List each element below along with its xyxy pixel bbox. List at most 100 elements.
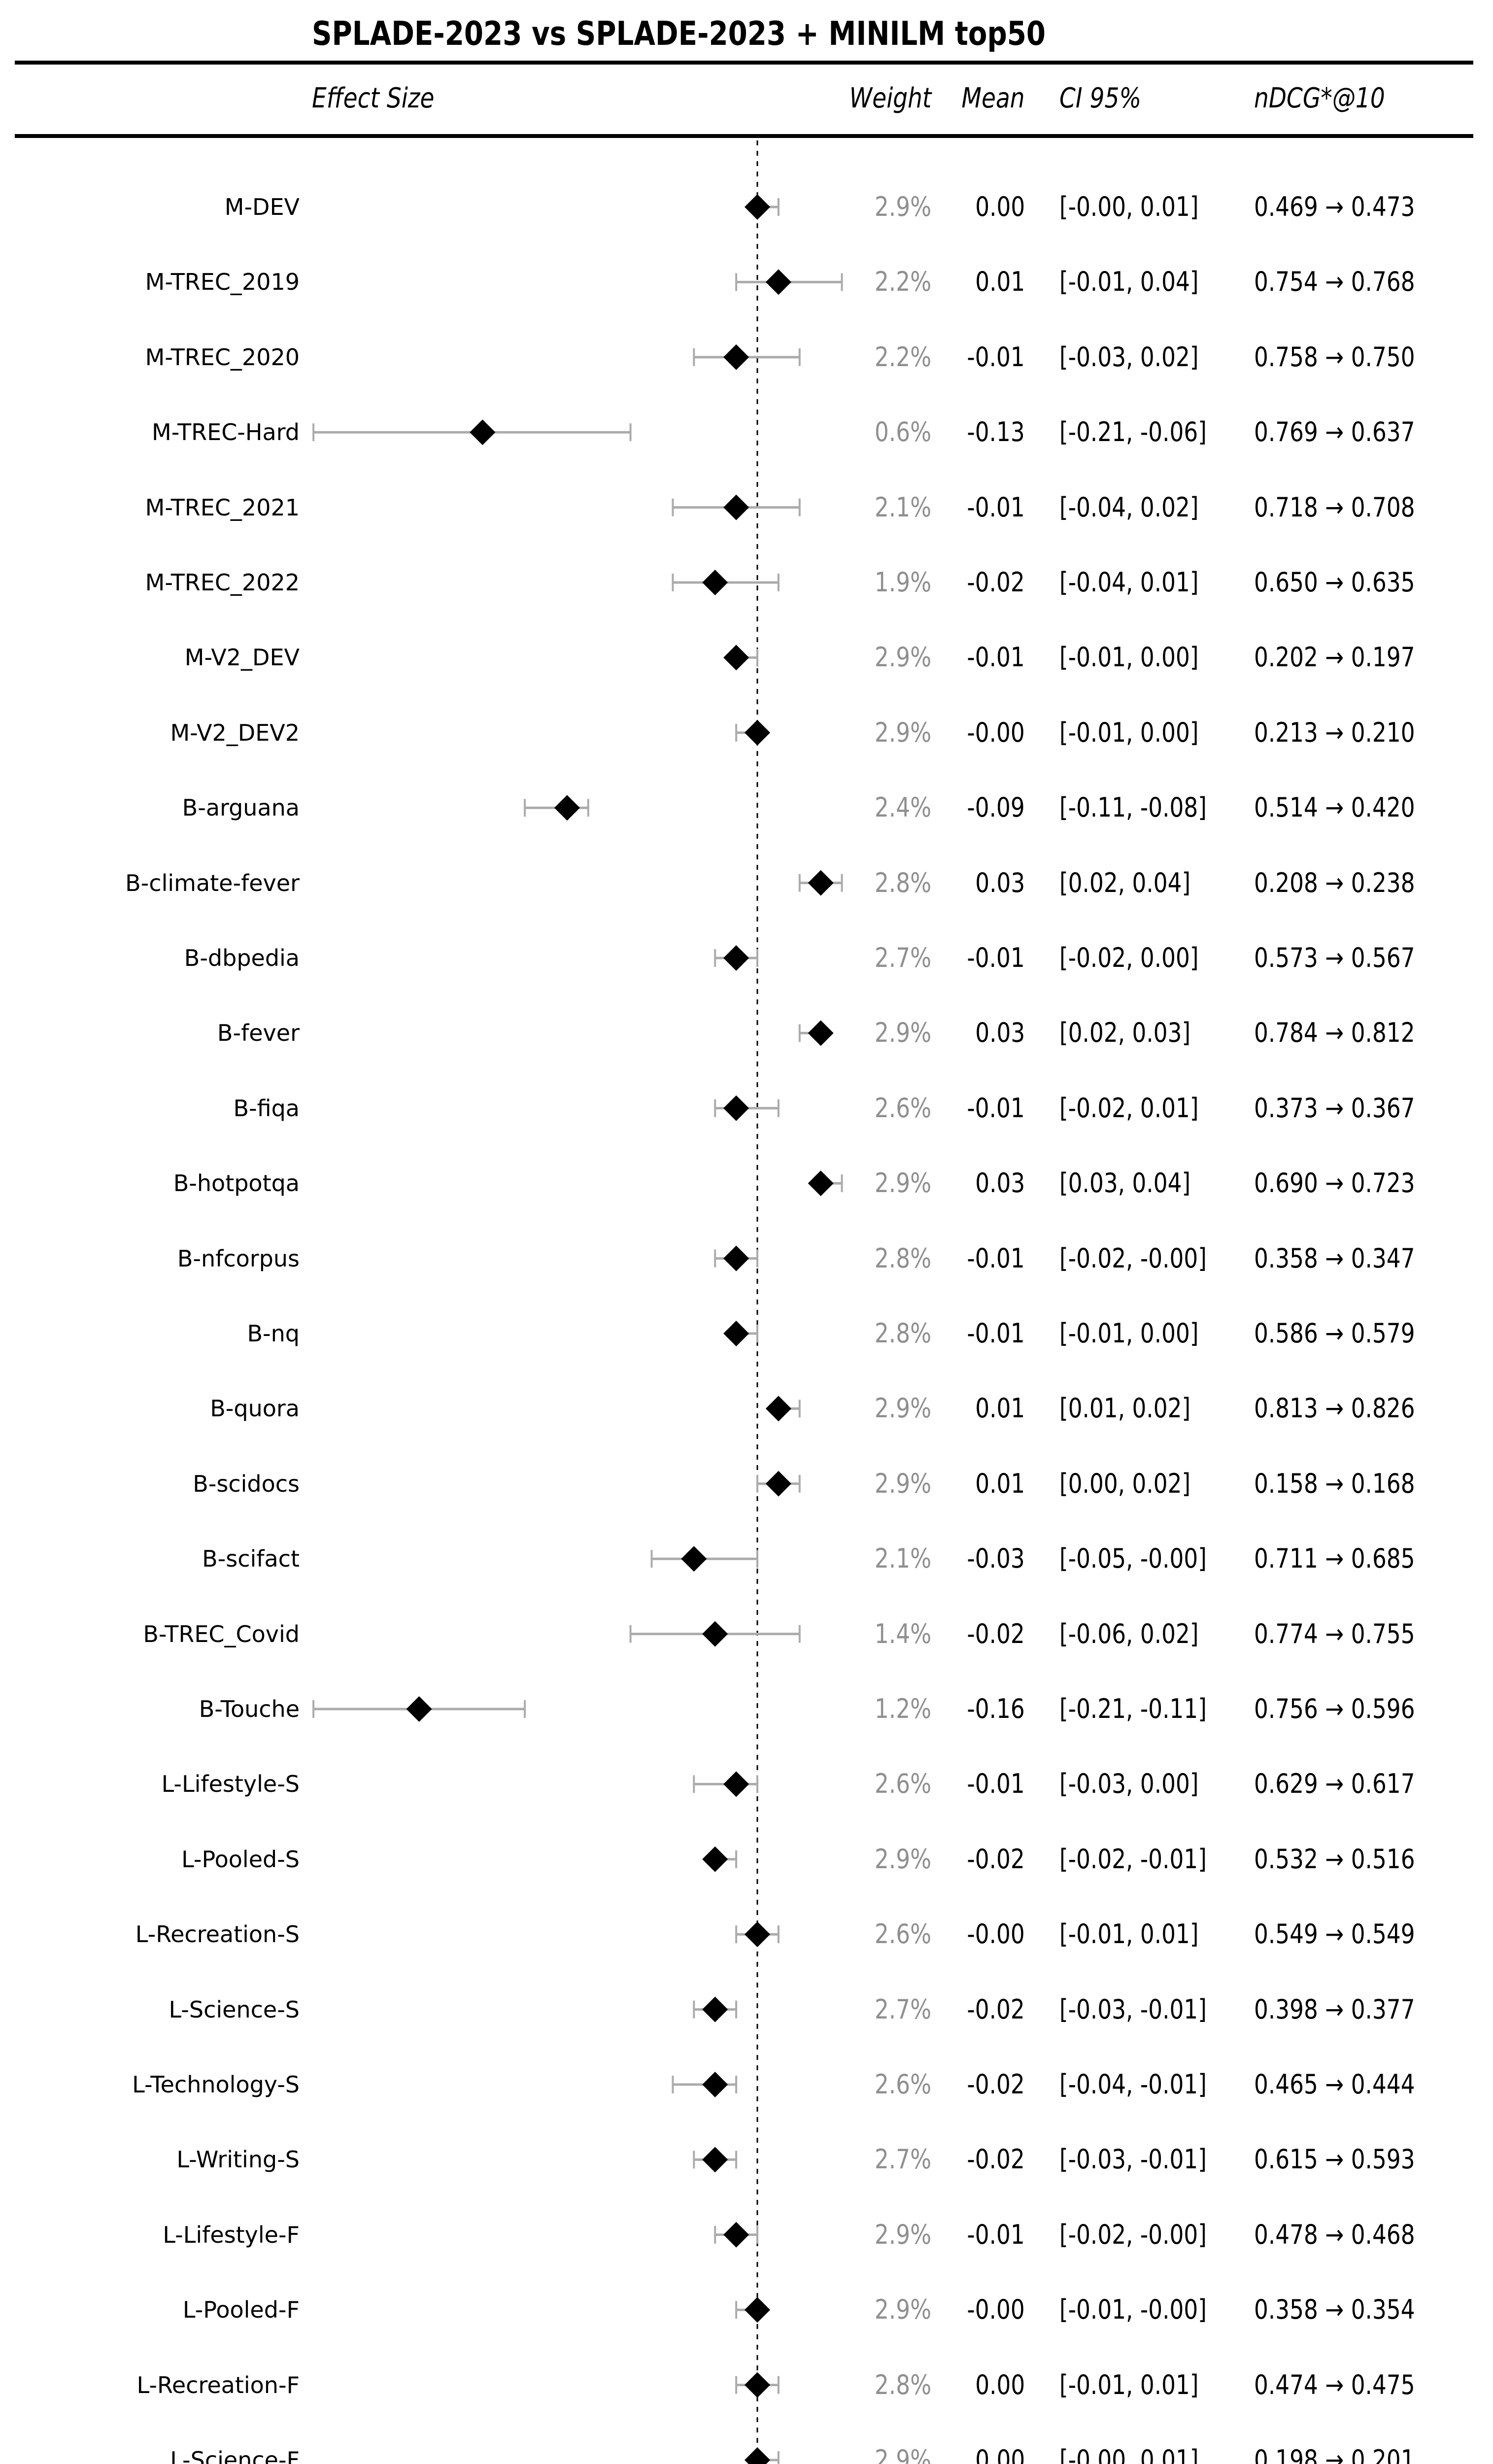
mean-value: -0.01 (967, 642, 1025, 673)
mean-value: -0.01 (967, 341, 1025, 373)
dataset-label: B-scidocs (193, 1470, 300, 1497)
ndcg-value: 0.469 → 0.473 (1254, 191, 1415, 222)
dataset-label: B-climate-fever (125, 869, 300, 896)
dataset-label: M-TREC_2019 (145, 269, 300, 296)
mean-value: -0.00 (967, 1918, 1025, 1950)
mean-value: 0.03 (975, 1167, 1025, 1199)
mean-value: -0.02 (967, 2144, 1025, 2175)
ndcg-value: 0.202 → 0.197 (1254, 642, 1415, 673)
mean-diamond (808, 1170, 834, 1197)
weight-value: 2.6% (874, 2069, 931, 2100)
weight-value: 1.9% (874, 567, 931, 598)
mean-value: -0.03 (967, 1543, 1025, 1574)
mean-value: 0.01 (975, 266, 1025, 298)
forest-row: M-TREC_2021 2.1% -0.01 [-0.04, 0.02] 0.718 →… (0, 490, 1493, 525)
column-header-weight: Weight (849, 82, 931, 114)
ndcg-value: 0.478 → 0.468 (1254, 2219, 1415, 2250)
ci-value: [-0.04, 0.02] (1059, 491, 1199, 523)
weight-value: 2.7% (874, 942, 931, 973)
weight-value: 2.6% (874, 1092, 931, 1124)
ndcg-value: 0.358 → 0.347 (1254, 1242, 1415, 1274)
rule-top (15, 61, 1473, 65)
weight-value: 2.9% (874, 1393, 931, 1424)
page-title: SPLADE-2023 vs SPLADE-2023 + MINILM top5… (312, 14, 1046, 53)
weight-value: 2.2% (874, 266, 931, 298)
ci-value: [-0.02, 0.01] (1059, 1092, 1199, 1124)
column-header-effect-size: Effect Size (312, 82, 435, 114)
weight-value: 2.8% (874, 2369, 931, 2400)
ndcg-value: 0.213 → 0.210 (1254, 717, 1415, 748)
ci-value: [-0.02, -0.00] (1059, 1242, 1207, 1274)
weight-value: 2.9% (874, 1017, 931, 1049)
mean-diamond (470, 419, 496, 445)
mean-value: -0.01 (967, 1092, 1025, 1124)
mean-diamond (723, 1095, 749, 1121)
ndcg-value: 0.398 → 0.377 (1254, 1993, 1415, 2025)
mean-value: -0.13 (967, 416, 1025, 448)
ndcg-value: 0.774 → 0.755 (1254, 1618, 1415, 1649)
ndcg-value: 0.514 → 0.420 (1254, 792, 1415, 823)
mean-value: -0.02 (967, 1843, 1025, 1875)
ndcg-value: 0.718 → 0.708 (1254, 491, 1415, 523)
mean-diamond (745, 2447, 770, 2464)
forest-row: L-Recreation-S 2.6% -0.00 [-0.01, 0.01] 0.54… (0, 1916, 1493, 1952)
dataset-label: B-nq (247, 1320, 300, 1347)
mean-diamond (702, 2072, 728, 2097)
ci-value: [-0.01, 0.00] (1059, 642, 1199, 673)
forest-row: M-TREC_2020 2.2% -0.01 [-0.03, 0.02] 0.758 →… (0, 340, 1493, 375)
ndcg-value: 0.754 → 0.768 (1254, 266, 1415, 298)
ndcg-value: 0.208 → 0.238 (1254, 867, 1415, 898)
dataset-label: B-TREC_Covid (143, 1620, 300, 1647)
mean-value: -0.00 (967, 717, 1025, 748)
weight-value: 2.9% (874, 1167, 931, 1199)
dataset-label: B-arguana (182, 794, 300, 821)
mean-value: -0.02 (967, 1993, 1025, 2025)
ci-value: [-0.05, -0.00] (1059, 1543, 1207, 1574)
mean-value: -0.01 (967, 1318, 1025, 1349)
ci-value: [-0.02, -0.00] (1059, 2219, 1207, 2250)
ndcg-value: 0.474 → 0.475 (1254, 2369, 1415, 2400)
ndcg-value: 0.358 → 0.354 (1254, 2294, 1415, 2326)
weight-value: 2.9% (874, 2444, 931, 2464)
ci-value: [0.02, 0.03] (1059, 1017, 1191, 1049)
dataset-label: L-Lifestyle-S (161, 1771, 300, 1798)
ndcg-value: 0.784 → 0.812 (1254, 1017, 1415, 1049)
forest-row: B-arguana 2.4% -0.09 [-0.11, -0.08] 0.514 → … (0, 790, 1493, 825)
weight-value: 2.8% (874, 867, 931, 898)
mean-diamond (723, 1771, 749, 1797)
dataset-label: L-Pooled-S (181, 1846, 300, 1873)
weight-value: 2.9% (874, 2219, 931, 2250)
ci-value: [-0.00, 0.01] (1059, 2444, 1199, 2464)
ndcg-value: 0.756 → 0.596 (1254, 1693, 1415, 1724)
ndcg-value: 0.690 → 0.723 (1254, 1167, 1415, 1199)
ndcg-value: 0.373 → 0.367 (1254, 1092, 1415, 1124)
column-header-mean: Mean (961, 82, 1025, 114)
column-header-ndcg: nDCG*@10 (1254, 82, 1385, 114)
dataset-label: B-Touche (199, 1696, 300, 1722)
dataset-label: L-Technology-S (132, 2071, 300, 2098)
mean-value: -0.01 (967, 1242, 1025, 1274)
dataset-label: M-V2_DEV (184, 644, 300, 671)
weight-value: 2.7% (874, 2144, 931, 2175)
ndcg-value: 0.158 → 0.168 (1254, 1468, 1415, 1499)
weight-value: 2.9% (874, 642, 931, 673)
mean-value: 0.03 (975, 1017, 1025, 1049)
ci-value: [-0.01, 0.01] (1059, 2369, 1199, 2400)
weight-value: 2.9% (874, 1843, 931, 1875)
mean-diamond (406, 1696, 432, 1722)
forest-row: B-nfcorpus 2.8% -0.01 [-0.02, -0.00] 0.358 →… (0, 1241, 1493, 1276)
mean-diamond (745, 1921, 770, 1948)
dataset-label: L-Lifestyle-F (163, 2221, 300, 2248)
forest-row: M-V2_DEV2 2.9% -0.00 [-0.01, 0.00] 0.213 → 0… (0, 715, 1493, 751)
mean-diamond (723, 645, 749, 671)
mean-value: -0.02 (967, 567, 1025, 598)
ci-value: [-0.11, -0.08] (1059, 792, 1207, 823)
ci-value: [-0.02, 0.00] (1059, 942, 1199, 973)
ci-value: [-0.04, -0.01] (1059, 2069, 1207, 2100)
forest-row: B-quora 2.9% 0.01 [0.01, 0.02] 0.813 → 0.826 (0, 1391, 1493, 1426)
dataset-label: M-TREC-Hard (152, 419, 300, 446)
weight-value: 2.6% (874, 1918, 931, 1950)
forest-row: L-Writing-S 2.7% -0.02 [-0.03, -0.01] 0.615 … (0, 2142, 1493, 2177)
mean-value: 0.01 (975, 1393, 1025, 1424)
